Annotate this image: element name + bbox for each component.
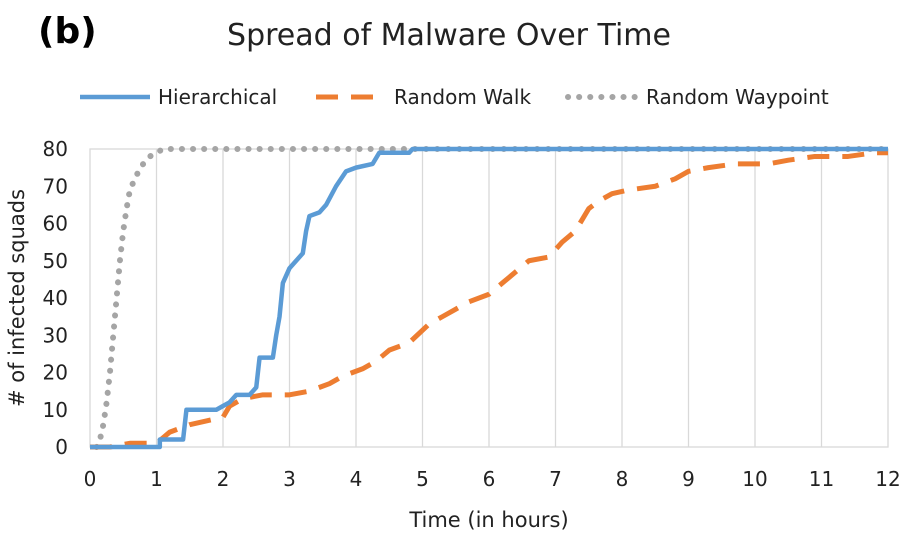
y-tick-label: 10 <box>43 398 68 422</box>
x-tick-label: 12 <box>875 467 900 491</box>
chart-title: Spread of Malware Over Time <box>227 18 671 53</box>
grid <box>155 149 823 447</box>
legend-label-hierarchical: Hierarchical <box>158 85 277 109</box>
x-tick-label: 4 <box>350 467 363 491</box>
x-axis-ticks: 0 1 2 3 4 5 6 7 8 9 10 11 12 <box>84 467 901 491</box>
x-tick-label: 7 <box>549 467 562 491</box>
series-layer <box>90 146 891 450</box>
x-tick-label: 9 <box>682 467 695 491</box>
y-tick-label: 80 <box>43 137 68 161</box>
series-line-random-waypoint <box>93 146 891 450</box>
y-tick-label: 50 <box>43 249 68 273</box>
x-tick-label: 8 <box>616 467 629 491</box>
y-axis-title: # of infected squads <box>5 189 29 407</box>
legend-label-random-waypoint: Random Waypoint <box>646 85 829 109</box>
y-tick-label: 20 <box>43 361 68 385</box>
x-tick-label: 2 <box>217 467 230 491</box>
series-line-hierarchical <box>90 146 888 450</box>
y-tick-label: 30 <box>43 323 68 347</box>
panel-label: (b) <box>38 11 97 52</box>
y-tick-label: 40 <box>43 286 68 310</box>
y-tick-label: 70 <box>43 174 68 198</box>
x-tick-label: 11 <box>809 467 834 491</box>
y-tick-label: 0 <box>55 435 68 459</box>
x-tick-label: 5 <box>416 467 429 491</box>
x-tick-label: 0 <box>84 467 97 491</box>
legend-label-random-walk: Random Walk <box>394 85 531 109</box>
legend: Hierarchical Random Walk Random Waypoint <box>80 85 829 109</box>
x-axis-title: Time (in hours) <box>408 508 568 532</box>
y-axis-ticks: 0 10 20 30 40 50 60 70 80 <box>43 137 68 459</box>
x-tick-label: 6 <box>483 467 496 491</box>
x-tick-label: 1 <box>150 467 163 491</box>
x-tick-label: 10 <box>742 467 767 491</box>
y-tick-label: 60 <box>43 212 68 236</box>
x-tick-label: 3 <box>283 467 296 491</box>
